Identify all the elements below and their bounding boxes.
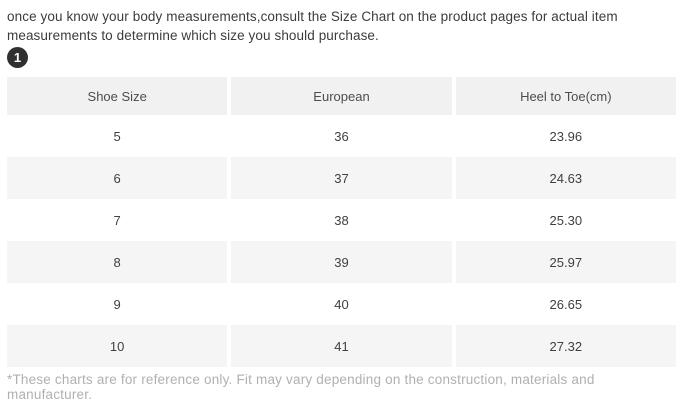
cell-shoe-size: 6	[7, 157, 228, 199]
size-chart-section: once you know your body measurements,con…	[7, 9, 676, 402]
cell-european: 36	[231, 115, 452, 157]
cell-heel-to-toe: 24.63	[455, 157, 676, 199]
intro-text: once you know your body measurements,con…	[7, 9, 618, 43]
cell-european: 41	[231, 325, 452, 367]
table-header-row: Shoe Size European Heel to Toe(cm)	[7, 77, 676, 115]
table-row: 9 40 26.65	[7, 283, 676, 325]
column-header-shoe-size: Shoe Size	[7, 77, 228, 115]
cell-european: 37	[231, 157, 452, 199]
table-row: 5 36 23.96	[7, 115, 676, 157]
table-body: 5 36 23.96 6 37 24.63 7 38 25.30 8 39 25…	[7, 115, 676, 367]
cell-european: 39	[231, 241, 452, 283]
cell-heel-to-toe: 23.96	[455, 115, 676, 157]
size-chart-table: Shoe Size European Heel to Toe(cm) 5 36 …	[7, 77, 676, 367]
step-1-badge: 1	[7, 47, 28, 68]
table-row: 10 41 27.32	[7, 325, 676, 367]
cell-shoe-size: 10	[7, 325, 228, 367]
cell-european: 38	[231, 199, 452, 241]
cell-heel-to-toe: 26.65	[455, 283, 676, 325]
table-row: 6 37 24.63	[7, 157, 676, 199]
cell-shoe-size: 7	[7, 199, 228, 241]
table-row: 8 39 25.97	[7, 241, 676, 283]
cell-shoe-size: 5	[7, 115, 228, 157]
cell-shoe-size: 8	[7, 241, 228, 283]
column-header-european: European	[231, 77, 452, 115]
cell-heel-to-toe: 25.30	[455, 199, 676, 241]
cell-european: 40	[231, 283, 452, 325]
footnote-text: *These charts are for reference only. Fi…	[7, 372, 595, 402]
cell-heel-to-toe: 27.32	[455, 325, 676, 367]
column-header-heel-to-toe: Heel to Toe(cm)	[455, 77, 676, 115]
table-row: 7 38 25.30	[7, 199, 676, 241]
cell-shoe-size: 9	[7, 283, 228, 325]
cell-heel-to-toe: 25.97	[455, 241, 676, 283]
